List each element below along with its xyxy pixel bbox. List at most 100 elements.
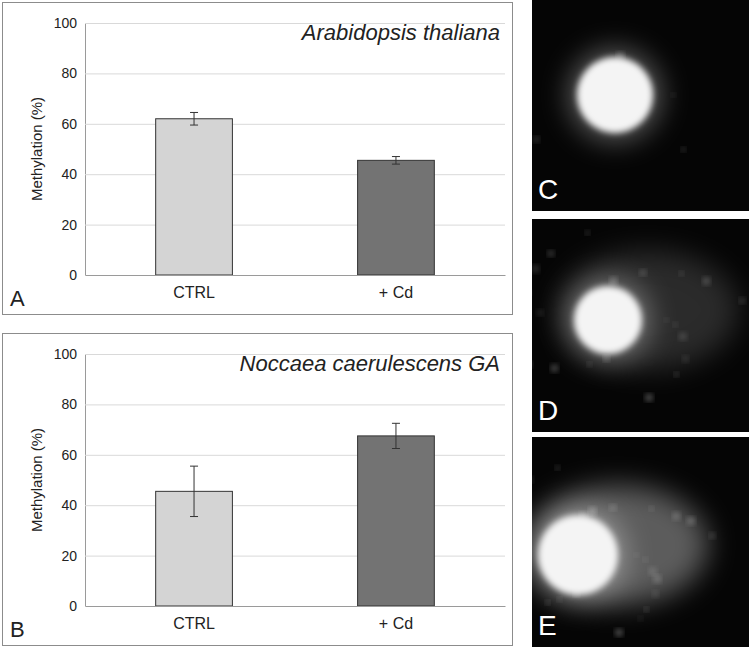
y-axis-line xyxy=(85,355,86,607)
y-tick: 60 xyxy=(61,116,505,132)
y-axis-title: Methylation (%) xyxy=(28,428,45,532)
y-tick: 20 xyxy=(61,548,505,564)
y-tick-label: 60 xyxy=(61,116,77,132)
panel-letter: E xyxy=(538,610,557,641)
speckle xyxy=(546,601,549,604)
x-tick-label: CTRL xyxy=(173,615,215,632)
y-axis: 020406080100 xyxy=(54,346,505,614)
nucleus-glow xyxy=(569,49,661,141)
speckle xyxy=(588,363,591,366)
error-bar xyxy=(190,112,198,125)
y-tick-label: 20 xyxy=(61,217,77,233)
speckle xyxy=(533,266,538,271)
x-axis: CTRL + Cd xyxy=(86,275,506,301)
speckle xyxy=(646,395,651,400)
y-tick-label: 0 xyxy=(69,598,77,614)
y-tick: 80 xyxy=(61,65,505,81)
speckle xyxy=(653,592,657,596)
speckle xyxy=(683,357,687,361)
grid-line xyxy=(85,124,505,125)
error-bar-stem xyxy=(395,157,396,165)
grid-line xyxy=(85,556,505,557)
error-bar-stem xyxy=(395,423,396,448)
error-bar-cap xyxy=(190,516,198,517)
x-tick: + Cd xyxy=(379,606,413,632)
panel-letter: A xyxy=(10,286,25,311)
speckle xyxy=(680,272,683,275)
y-tick: 0 xyxy=(69,267,505,283)
micrograph-background xyxy=(532,219,749,432)
y-tick-label: 60 xyxy=(61,447,77,463)
speckle xyxy=(665,319,668,322)
micrograph-content xyxy=(532,466,714,635)
speckle xyxy=(556,466,559,469)
y-tick-label: 100 xyxy=(54,15,78,31)
micrograph-background xyxy=(532,0,749,211)
speckle xyxy=(586,231,589,234)
x-tick-label: + Cd xyxy=(379,284,413,301)
micrograph-content xyxy=(534,49,684,151)
panel-letter: C xyxy=(538,174,558,205)
y-tick-label: 20 xyxy=(61,548,77,564)
speckle xyxy=(740,299,744,303)
panel-frame xyxy=(3,334,513,646)
micrograph: E xyxy=(427,437,749,647)
error-bar-cap xyxy=(190,112,198,113)
panel-frame xyxy=(3,3,513,315)
y-axis: 0 20 40 60 80 100 xyxy=(54,15,505,283)
speckle xyxy=(549,251,553,255)
x-axis-line xyxy=(86,275,506,276)
error-bar-cap xyxy=(392,156,400,157)
speckle xyxy=(682,148,685,151)
y-tick: 40 xyxy=(61,497,505,513)
grid-line xyxy=(85,275,505,276)
x-tick-label: CTRL xyxy=(173,284,215,301)
nucleus xyxy=(538,515,618,595)
grid-line xyxy=(85,225,505,226)
y-tick-label: 40 xyxy=(61,166,77,182)
speckle xyxy=(534,137,538,141)
speckle xyxy=(688,518,693,523)
y-tick-label: 80 xyxy=(61,65,77,81)
plot-area xyxy=(156,112,435,275)
grid-line xyxy=(85,606,505,607)
bar xyxy=(358,436,435,606)
x-tick: CTRL xyxy=(173,275,215,301)
error-bar-cap xyxy=(392,423,400,424)
speckle xyxy=(710,534,714,538)
speckle xyxy=(674,513,679,518)
speckle xyxy=(635,554,638,557)
x-axis-line xyxy=(86,606,506,607)
error-bar-stem xyxy=(194,466,195,516)
grid-line xyxy=(85,404,505,405)
figure: 020406080100CTRL+ CdArabidopsis thaliana… xyxy=(0,0,749,647)
bar xyxy=(358,160,435,275)
grid-line xyxy=(85,174,505,175)
x-tick-label: + Cd xyxy=(379,615,413,632)
error-bar xyxy=(392,423,400,448)
speckle xyxy=(674,323,677,326)
x-axis: CTRL + Cd xyxy=(86,606,506,632)
speckle xyxy=(641,271,645,275)
micrograph-content xyxy=(532,231,744,400)
y-tick: 20 xyxy=(61,217,505,233)
speckle xyxy=(532,478,533,482)
panel: 020406080100CTRL+ CdArabidopsis thaliana… xyxy=(3,3,513,315)
grid-line xyxy=(85,73,505,74)
speckle xyxy=(655,576,660,581)
panel-letter: D xyxy=(538,395,558,426)
speckle xyxy=(645,608,648,611)
error-bar xyxy=(392,157,400,165)
speckle xyxy=(616,630,621,635)
speckle xyxy=(650,569,655,574)
micrograph: D xyxy=(457,219,749,432)
panel: 020406080100CTRL+ CdNoccaea caerulescens… xyxy=(3,334,513,646)
speckle xyxy=(680,334,685,339)
nucleus-glow xyxy=(532,507,626,603)
speckle xyxy=(650,507,653,510)
speckle xyxy=(538,311,542,315)
speckle xyxy=(644,558,647,561)
speckle xyxy=(611,506,615,510)
y-tick-label: 80 xyxy=(61,396,77,412)
y-axis-title: Methylation (%) xyxy=(28,97,45,201)
